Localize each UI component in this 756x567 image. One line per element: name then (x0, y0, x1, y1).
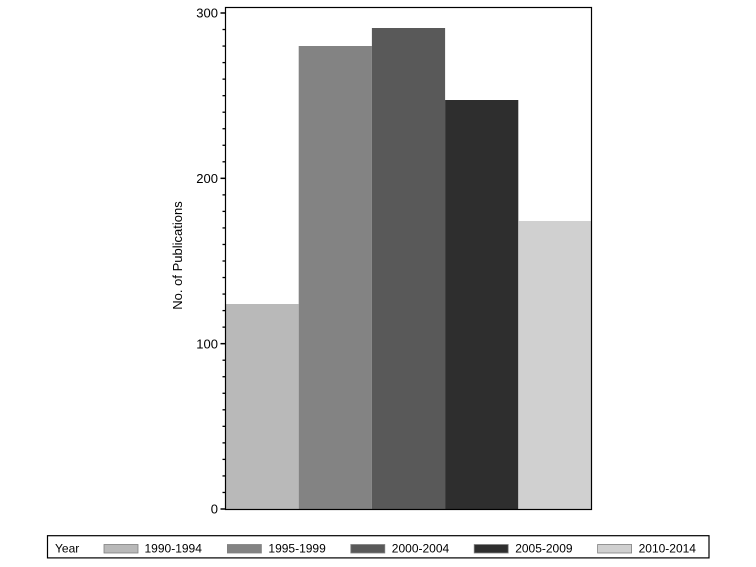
svg-text:200: 200 (196, 171, 218, 186)
svg-text:100: 100 (196, 336, 218, 351)
svg-text:2000-2004: 2000-2004 (392, 541, 450, 555)
svg-text:1995-1999: 1995-1999 (268, 541, 326, 555)
svg-text:No. of Publications: No. of Publications (170, 201, 185, 310)
svg-text:2010-2014: 2010-2014 (639, 541, 697, 555)
svg-text:2005-2009: 2005-2009 (515, 541, 573, 555)
svg-text:0: 0 (211, 502, 218, 517)
svg-text:1990-1994: 1990-1994 (145, 541, 203, 555)
svg-text:300: 300 (196, 6, 218, 21)
svg-text:Year: Year (55, 541, 79, 555)
